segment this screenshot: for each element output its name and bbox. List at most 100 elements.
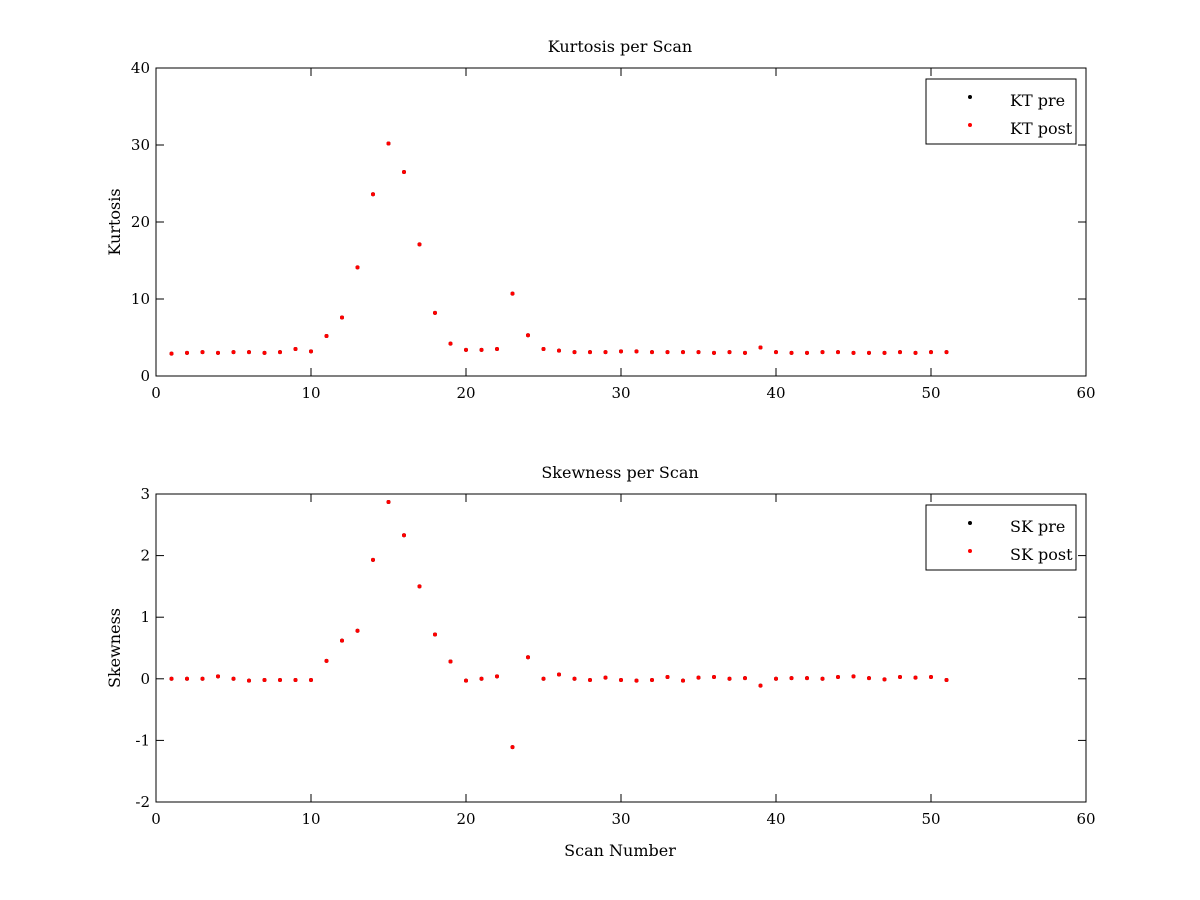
kurtosis-post-point (681, 350, 685, 355)
skewness-post-point (867, 676, 871, 681)
kurtosis-post-point (386, 141, 391, 146)
kurtosis-post-point (851, 350, 856, 355)
skewness-post-point (355, 628, 360, 633)
skewness-ytick-label: -1 (135, 731, 150, 749)
kurtosis-post-point (603, 350, 608, 355)
kurtosis-post-point (526, 333, 530, 338)
skewness-xtick-label: 20 (456, 810, 475, 828)
skewness-xtick-label: 50 (921, 810, 940, 828)
kurtosis-post-point (867, 350, 871, 355)
skewness-post-point (681, 678, 685, 683)
skewness-title: Skewness per Scan (541, 463, 698, 482)
kurtosis-post-point (913, 350, 918, 355)
skewness-post-point (526, 655, 530, 660)
skewness-legend: SK pre SK post (925, 504, 1077, 571)
kurtosis-post-point (185, 350, 189, 355)
kurtosis-ytick-label: 10 (131, 290, 150, 308)
skewness-xtick-label: 0 (151, 810, 161, 828)
kurtosis-xtick-label: 30 (611, 384, 630, 402)
kurtosis-post-point (820, 350, 825, 355)
kurtosis-post-point (619, 349, 623, 354)
skewness-post-point (231, 676, 236, 681)
kurtosis-post-point (371, 192, 375, 197)
skewness-post-point (417, 584, 422, 589)
skewness-legend-pre-label: SK pre (1010, 517, 1065, 536)
skewness-post-point (309, 678, 313, 683)
kurtosis-post-point (944, 350, 949, 355)
kurtosis-xtick-label: 60 (1076, 384, 1095, 402)
kurtosis-post-point (572, 350, 577, 355)
kurtosis-ytick-label: 20 (131, 213, 150, 231)
skewness-ticks: 0 10 20 30 40 50 60 -2 -1 0 1 2 3 (135, 485, 1095, 828)
skewness-post-point (727, 676, 732, 681)
skewness-post-point (557, 672, 561, 677)
kurtosis-ticks: 0 10 20 30 40 50 60 0 10 20 30 40 (131, 59, 1096, 402)
kurtosis-post-point (650, 350, 654, 355)
kurtosis-post-point (805, 350, 809, 355)
kurtosis-post-point (696, 350, 701, 355)
skewness-post-point (929, 674, 933, 679)
skewness-post-point (588, 678, 592, 683)
kurtosis-post-point (262, 350, 267, 355)
kurtosis-post-point (557, 348, 561, 353)
skewness-post-point (913, 675, 918, 680)
skewness-post-point (634, 678, 639, 683)
skewness-post-point (541, 676, 546, 681)
kurtosis-xtick-label: 40 (766, 384, 785, 402)
kurtosis-axes-frame (155, 67, 1087, 377)
skewness-post-point (200, 676, 205, 681)
kurtosis-post-point (898, 350, 902, 355)
skewness-legend-box (925, 504, 1077, 571)
skewness-ylabel: Skewness (105, 608, 124, 688)
skewness-post-point (650, 678, 654, 683)
skewness-ytick-label: 0 (140, 670, 150, 688)
kurtosis-legend-pre-label: KT pre (1010, 91, 1065, 110)
kurtosis-post-point (433, 310, 437, 315)
kurtosis-ytick-label: 40 (131, 59, 150, 77)
skewness-post-point (216, 674, 220, 679)
kurtosis-ytick-label: 0 (140, 367, 150, 385)
skewness-post-point (448, 659, 453, 664)
skewness-post-point (619, 678, 623, 683)
skewness-post-point (278, 678, 282, 683)
kurtosis-post-point (448, 341, 453, 346)
skewness-post-point (340, 638, 344, 643)
skewness-post-point (851, 674, 856, 679)
kurtosis-post-point (278, 350, 282, 355)
kurtosis-legend-post-label: KT post (1010, 119, 1073, 138)
kurtosis-ytick-label: 30 (131, 136, 150, 154)
kurtosis-post-point (743, 350, 747, 355)
kurtosis-post-point (727, 350, 732, 355)
skewness-panel: Skewness per Scan Skewness Scan Number 0… (105, 463, 1096, 860)
skewness-post-point (386, 500, 391, 505)
kurtosis-post-point (355, 265, 360, 270)
skewness-post-point (774, 676, 778, 681)
skewness-xlabel: Scan Number (564, 841, 676, 860)
skewness-post-point (758, 683, 763, 688)
skewness-post-point (262, 678, 267, 683)
skewness-legend-pre-marker (968, 521, 972, 525)
kurtosis-post-point (247, 350, 251, 355)
skewness-post-point (789, 676, 794, 681)
skewness-post-point (169, 676, 174, 681)
kurtosis-xtick-label: 20 (456, 384, 475, 402)
skewness-post-point (479, 676, 484, 681)
skewness-points (169, 500, 949, 750)
kurtosis-xtick-label: 50 (921, 384, 940, 402)
kurtosis-xtick-label: 0 (151, 384, 161, 402)
skewness-post-point (882, 677, 887, 682)
kurtosis-post-point (402, 169, 406, 174)
kurtosis-post-point (464, 347, 468, 352)
kurtosis-post-point (774, 350, 778, 355)
skewness-post-point (510, 745, 515, 750)
skewness-post-point (665, 674, 670, 679)
skewness-xtick-label: 40 (766, 810, 785, 828)
kurtosis-post-point (417, 242, 422, 247)
skewness-post-point (324, 658, 329, 663)
kurtosis-post-point (882, 350, 887, 355)
skewness-legend-post-label: SK post (1010, 545, 1073, 564)
skewness-xtick-label: 10 (301, 810, 320, 828)
kurtosis-post-point (200, 350, 205, 355)
skewness-post-point (371, 557, 375, 562)
